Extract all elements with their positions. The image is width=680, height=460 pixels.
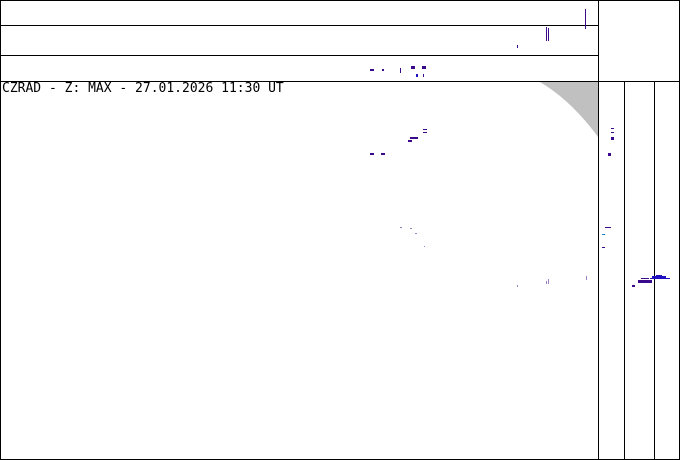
echo bbox=[424, 246, 425, 247]
echo bbox=[400, 68, 401, 73]
echo bbox=[650, 278, 670, 279]
echo bbox=[410, 137, 418, 139]
echo bbox=[611, 132, 614, 133]
echo bbox=[548, 28, 549, 41]
echo bbox=[423, 74, 424, 77]
echo bbox=[611, 137, 614, 140]
echo bbox=[410, 228, 412, 229]
echo bbox=[370, 153, 374, 155]
echo bbox=[411, 66, 415, 69]
echo bbox=[602, 247, 605, 248]
echo bbox=[641, 278, 649, 279]
echo bbox=[423, 132, 427, 133]
echo bbox=[611, 128, 614, 129]
echo bbox=[422, 66, 426, 69]
echo bbox=[586, 276, 587, 280]
echo bbox=[415, 233, 417, 234]
echo bbox=[608, 153, 611, 156]
echo bbox=[416, 74, 418, 77]
divider-v2 bbox=[624, 81, 625, 460]
echo bbox=[602, 234, 605, 235]
echo bbox=[517, 285, 518, 287]
echo bbox=[408, 140, 412, 142]
echo bbox=[605, 227, 611, 228]
echo bbox=[400, 227, 402, 228]
map-title: CZRAD - Z: MAX - 27.01.2026 11:30 UT bbox=[2, 81, 284, 96]
echo bbox=[381, 153, 385, 155]
echo bbox=[517, 45, 518, 48]
echo bbox=[638, 280, 652, 283]
echo bbox=[656, 275, 662, 276]
no-coverage-area bbox=[540, 82, 598, 137]
frame-left bbox=[0, 0, 1, 460]
divider-h3 bbox=[0, 81, 680, 82]
echo bbox=[370, 69, 374, 71]
echo bbox=[546, 281, 547, 284]
divider-v3 bbox=[654, 81, 655, 460]
frame-top bbox=[0, 0, 680, 1]
divider-h2 bbox=[0, 55, 598, 56]
echo bbox=[546, 27, 547, 41]
echo bbox=[382, 69, 384, 71]
divider-v-main bbox=[598, 0, 599, 460]
echo bbox=[652, 276, 666, 279]
echo bbox=[632, 285, 635, 287]
echo bbox=[585, 9, 586, 29]
divider-h1 bbox=[0, 25, 598, 26]
echo bbox=[548, 279, 549, 284]
echo bbox=[423, 129, 427, 130]
